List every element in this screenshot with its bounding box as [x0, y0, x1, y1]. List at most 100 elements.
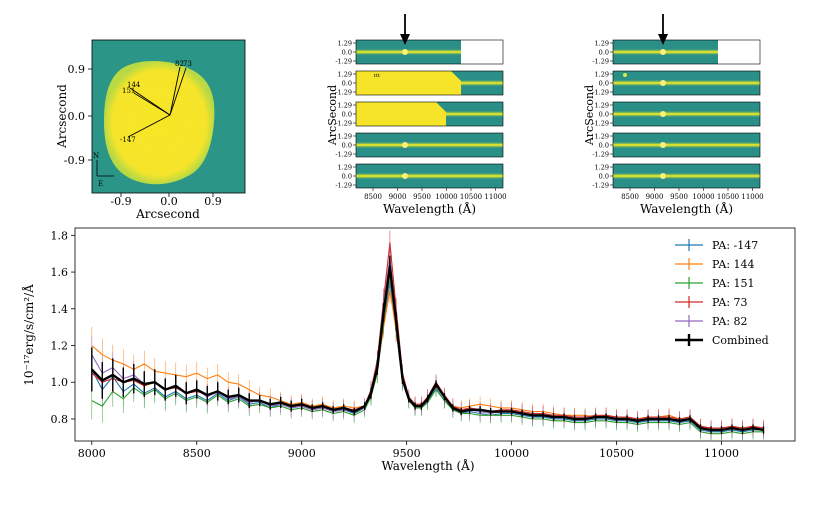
- strip-ytick-label: 0.0: [599, 111, 609, 119]
- legend-label: PA: 151: [712, 277, 755, 290]
- strip-xtick-label: 8500: [621, 193, 639, 201]
- strip-ytick-label: -1.29: [592, 151, 609, 159]
- strip-xtick-label: 10000: [692, 193, 714, 201]
- strip-ytick-label: -1.29: [592, 182, 609, 190]
- img-ylabel: Arcsecond: [55, 84, 69, 149]
- spectra-right-panel: 1.290.0-1.291.290.0-1.291.290.0-1.291.29…: [583, 14, 764, 216]
- strip-xtick-label: 9000: [389, 193, 407, 201]
- x-axis-ticks: 8000 8500 9000 9500 10000 10500 11000: [78, 441, 739, 460]
- img-ytick: -0.9: [64, 154, 85, 167]
- img-ytick: 0.9: [68, 63, 86, 76]
- x-tick-label: 8500: [183, 447, 211, 460]
- legend-label: PA: 82: [712, 315, 748, 328]
- img-xtick: 0.9: [204, 195, 222, 208]
- x-tick-label: 10500: [599, 447, 634, 460]
- image-panel: 144 151 -147 82 73 N E -0.9 0.0 0.9 0.9 …: [55, 39, 246, 221]
- strip-ylabel: ArcSecond: [326, 85, 339, 146]
- contamination-region: [356, 71, 461, 95]
- x-tick-label: 9000: [288, 447, 316, 460]
- strip-xlabel: Wavelength (Å): [640, 201, 733, 216]
- strip-ytick-label: 0.0: [599, 80, 609, 88]
- strip-ytick-label: 1.29: [595, 133, 609, 141]
- strip-ytick-label: 1.29: [595, 164, 609, 172]
- strip-xtick-label: 10500: [717, 193, 739, 201]
- emission-spot: [660, 111, 666, 117]
- emission-arrow-head: [658, 34, 668, 45]
- strip-xtick-label: 11000: [484, 193, 506, 201]
- legend: PA: -147 PA: 144 PA: 151 PA: 73 PA: 82 Combin…: [675, 239, 769, 347]
- y-tick-label: 1.4: [51, 303, 69, 316]
- strip-ytick-label: 1.29: [595, 40, 609, 48]
- emission-spot: [402, 49, 408, 55]
- pa-arrow-73: [169, 67, 187, 116]
- strip-ytick-label: 1.29: [338, 102, 352, 110]
- emission-spot: [660, 80, 666, 86]
- strip-xtick-label: 9500: [670, 193, 688, 201]
- y-tick-label: 1.2: [51, 340, 69, 353]
- strip-ytick-label: -1.29: [592, 58, 609, 66]
- strip-xtick-label: 8500: [364, 193, 382, 201]
- y-axis-ticks: 0.8 1.0 1.2 1.4 1.6 1.8: [51, 229, 75, 426]
- compass-east: E: [98, 180, 103, 188]
- contamination-region: [356, 102, 446, 126]
- strip-ytick-label: 1.29: [338, 164, 352, 172]
- strip-ytick-label: 0.0: [599, 142, 609, 150]
- spectra-left-panel: 1.290.0-1.291.290.0-1.291.290.0-1.291.29…: [326, 14, 507, 216]
- source-blob: [104, 61, 215, 185]
- strip-ylabel: ArcSecond: [583, 85, 596, 146]
- spectrum-chart: 8000 8500 9000 9500 10000 10500 11000 0.8 1.0 1.…: [21, 227, 796, 473]
- strip-xtick-label: 10000: [435, 193, 457, 201]
- series-line: [91, 271, 764, 435]
- contaminated-label: ttt: [374, 73, 380, 79]
- strip-xtick-label: 9000: [646, 193, 664, 201]
- legend-label: PA: 73: [712, 296, 748, 309]
- strip-ytick-label: -1.29: [335, 151, 352, 159]
- emission-spot: [660, 49, 666, 55]
- strip-ytick-label: 1.29: [338, 71, 352, 79]
- x-tick-label: 10000: [494, 447, 529, 460]
- emission-spot: [660, 142, 666, 148]
- strip-ytick-label: 0.0: [342, 142, 352, 150]
- pa-label-neg147: -147: [120, 136, 136, 144]
- strip-ytick-label: 0.0: [599, 49, 609, 57]
- strip-ytick-label: 0.0: [342, 173, 352, 181]
- pa-label-144: 144: [127, 81, 141, 89]
- strip-xtick-label: 10500: [460, 193, 482, 201]
- img-xlabel: Arcsecond: [135, 207, 200, 221]
- x-tick-label: 9500: [393, 447, 421, 460]
- img-ytick: 0.0: [68, 110, 86, 123]
- image-frame: [91, 39, 246, 194]
- emission-spot: [402, 142, 408, 148]
- pa-arrow-82: [169, 66, 181, 116]
- emission-arrow-head: [400, 34, 410, 45]
- strip-ytick-label: 1.29: [338, 133, 352, 141]
- strip-ytick-label: -1.29: [335, 89, 352, 97]
- series-lines: [90, 230, 764, 442]
- strip-xtick-label: 11000: [741, 193, 763, 201]
- pa-label-151: 151: [122, 87, 135, 95]
- emission-spot: [402, 173, 408, 179]
- pa-label-73: 73: [183, 60, 192, 68]
- strip-ytick-label: 0.0: [342, 80, 352, 88]
- chart-frame: [74, 227, 796, 442]
- strip-ytick-label: -1.29: [335, 120, 352, 128]
- legend-label: PA: -147: [712, 239, 758, 252]
- img-xtick: -0.9: [110, 195, 131, 208]
- x-tick-label: 8000: [78, 447, 106, 460]
- series-line: [90, 265, 764, 432]
- strip-ytick-label: 0.0: [342, 49, 352, 57]
- x-tick-label: 11000: [704, 447, 739, 460]
- legend-label: PA: 144: [712, 258, 755, 271]
- strip-ytick-label: -1.29: [592, 89, 609, 97]
- emission-spot: [660, 173, 666, 179]
- strip-ytick-label: -1.29: [335, 58, 352, 66]
- strip-xlabel: Wavelength (Å): [383, 201, 476, 216]
- combined-errorbars: [91, 255, 765, 434]
- y-tick-label: 1.8: [51, 229, 69, 242]
- strip-ytick-label: -1.29: [592, 120, 609, 128]
- chart-ylabel: 10⁻¹⁷erg/s/cm²/Å: [21, 284, 36, 386]
- y-tick-label: 1.6: [51, 266, 69, 279]
- chart-xlabel: Wavelength (Å): [381, 458, 474, 473]
- pa-arrow-neg147: [127, 114, 171, 138]
